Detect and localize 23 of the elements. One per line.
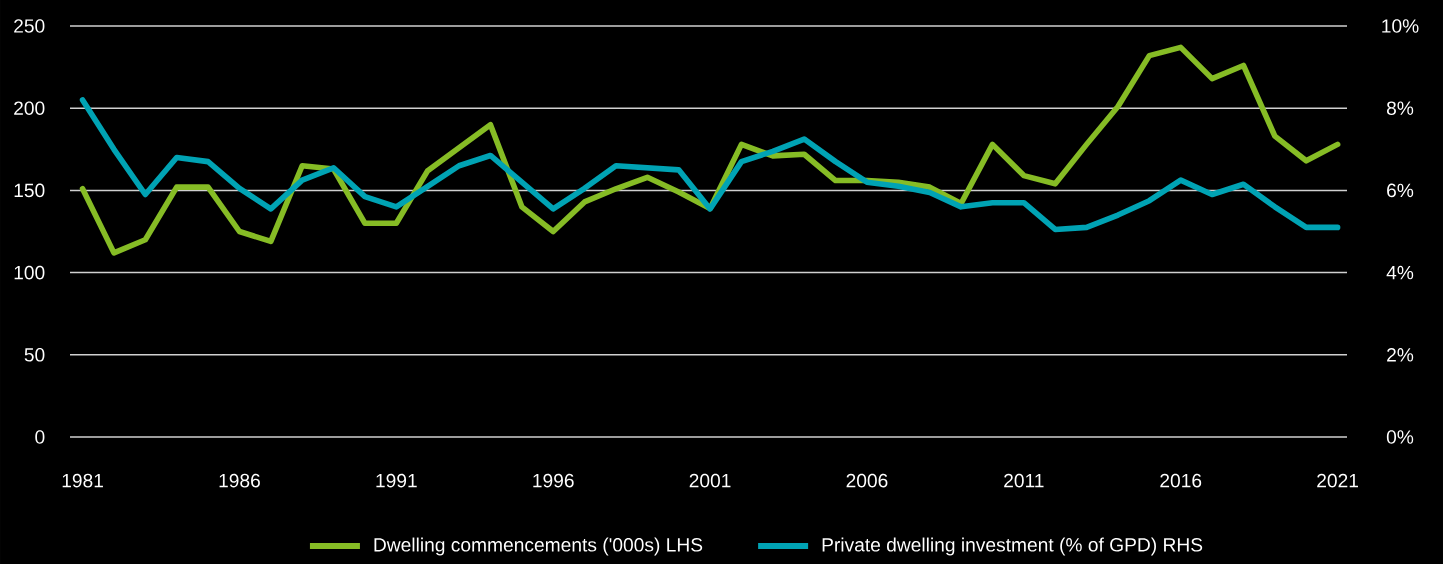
y-tick-label: 150 [14, 183, 45, 198]
y2-tick-label: 8% [1386, 101, 1414, 115]
x-tick-label: 1991 [376, 473, 417, 488]
x-tick-label: 1981 [62, 473, 103, 488]
y-tick-label: 100 [14, 265, 45, 280]
y2-tick-label: 0% [1386, 430, 1414, 444]
y2-tick-label: 6% [1387, 183, 1414, 198]
y2-tick-label: 10% [1382, 19, 1419, 33]
y-tick-label: 200 [14, 101, 45, 115]
x-tick-label: 2021 [1317, 473, 1358, 488]
legend-label: Private dwelling investment (% of GPD) RHS [822, 537, 1203, 556]
y2-tick-label: 2% [1387, 348, 1414, 362]
x-tick-label: 2006 [846, 473, 888, 488]
x-tick-label: 1996 [533, 473, 574, 488]
y-tick-label: 50 [24, 348, 45, 362]
y-tick-label: 0 [35, 430, 45, 444]
y-tick-label: 250 [14, 19, 45, 33]
x-tick-label: 1986 [219, 473, 260, 488]
legend-label: Dwelling commencements ('000s) LHS [374, 537, 703, 556]
x-tick-label: 2001 [689, 473, 731, 488]
x-tick-label: 2016 [1160, 473, 1202, 488]
y2-tick-label: 4% [1386, 265, 1414, 280]
x-tick-label: 2011 [1004, 473, 1044, 488]
